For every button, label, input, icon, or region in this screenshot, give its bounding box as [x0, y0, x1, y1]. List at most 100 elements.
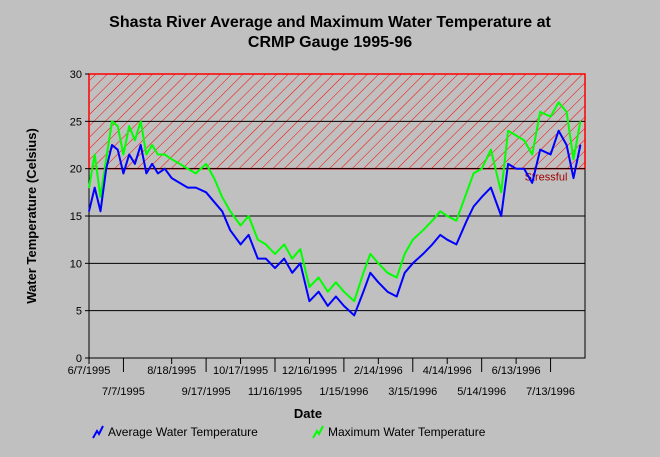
series-average-point [94, 187, 96, 189]
series-maximum-point [422, 229, 424, 231]
series-average-point [179, 182, 181, 184]
x-axis-title: Date [294, 406, 322, 421]
series-average-point [490, 187, 492, 189]
series-maximum-point [257, 239, 259, 241]
series-average-point [99, 210, 102, 212]
series-maximum-point [221, 196, 223, 198]
series-maximum-point [308, 286, 311, 288]
x-tick-label: 12/16/1995 [282, 365, 337, 377]
series-maximum-point [164, 153, 166, 156]
series-maximum-point [439, 210, 441, 212]
series-maximum-point [122, 153, 125, 156]
series-maximum-point [531, 153, 533, 156]
x-tick-label: 7/13/1996 [526, 386, 575, 398]
series-maximum-point [481, 168, 483, 170]
series-maximum-point [523, 139, 525, 141]
x-tick-label: 3/15/1996 [388, 386, 437, 398]
series-maximum-point [466, 191, 468, 193]
x-tick-label: 2/14/1996 [354, 365, 403, 377]
series-maximum-point [134, 139, 136, 141]
series-maximum-point [377, 262, 379, 264]
y-tick-label: 5 [76, 306, 82, 318]
series-average-point [531, 182, 533, 184]
series-maximum-point [500, 191, 502, 193]
series-average-point [265, 258, 267, 260]
series-average-point [229, 229, 231, 231]
y-tick-label: 25 [70, 116, 82, 128]
series-average-point [117, 149, 119, 151]
x-tick-label: 5/14/1996 [457, 386, 506, 398]
series-average-point [164, 168, 166, 170]
series-maximum-point [274, 253, 276, 255]
series-maximum-point [283, 243, 285, 245]
series-maximum-point [549, 116, 552, 118]
series-average-point [377, 281, 379, 283]
x-tick-label: 10/17/1995 [213, 365, 268, 377]
series-average-point [257, 258, 259, 260]
series-average-point [353, 314, 355, 316]
series-average-point [122, 172, 125, 174]
x-tick-label: 11/16/1995 [248, 386, 302, 398]
series-average-point [335, 295, 337, 298]
series-average-point [343, 305, 345, 307]
series-average-point [105, 168, 107, 170]
series-maximum-point [369, 253, 371, 255]
series-average-point [439, 234, 441, 236]
series-maximum-point [117, 125, 119, 127]
x-tick-label: 1/15/1996 [319, 386, 368, 398]
series-average-point [187, 187, 189, 189]
legend-item-average: Average Water Temperature [92, 425, 258, 439]
series-average-point [134, 163, 136, 165]
series-average-point [291, 272, 293, 274]
series-average-point [157, 172, 159, 174]
y-tick-label: 20 [70, 164, 82, 176]
series-average-point [128, 153, 130, 156]
series-average-point [515, 168, 517, 170]
series-maximum-point [247, 215, 250, 217]
series-maximum-point [99, 196, 102, 198]
series-maximum-point [343, 291, 345, 293]
series-maximum-point [515, 134, 517, 137]
series-maximum-point [566, 111, 568, 113]
series-maximum-point [88, 187, 90, 189]
series-average-point [213, 201, 215, 203]
series-maximum-point [412, 239, 414, 241]
series-maximum-point [128, 125, 130, 127]
y-tick-label: 15 [70, 211, 82, 223]
series-maximum-point [151, 144, 153, 146]
series-maximum-point [205, 163, 207, 165]
series-maximum-point [318, 276, 320, 279]
series-maximum-point [557, 101, 560, 103]
series-average-point [362, 291, 365, 293]
series-average-point [369, 272, 371, 274]
stressful-zone-label: Stressful [525, 172, 568, 184]
series-average-point [446, 239, 448, 241]
series-maximum-point [157, 153, 159, 156]
series-maximum-point [335, 281, 337, 283]
series-maximum-point [140, 120, 142, 122]
series-average-point [88, 210, 90, 212]
legend-swatch-maximum [312, 425, 324, 439]
series-maximum-point [187, 168, 189, 170]
y-tick-label: 10 [70, 258, 82, 270]
series-average-point [539, 149, 541, 151]
series-maximum-point [291, 258, 293, 260]
series-maximum-point [396, 276, 398, 279]
series-average-point [151, 163, 153, 165]
series-average-point [481, 196, 483, 198]
series-maximum-point [404, 253, 406, 255]
x-tick-label: 4/14/1996 [423, 365, 472, 377]
series-average-point [283, 258, 285, 260]
series-average-point [500, 215, 502, 217]
legend-item-maximum: Maximum Water Temperature [312, 425, 485, 439]
series-average-point [299, 262, 301, 264]
series-maximum-point [455, 220, 458, 222]
series-maximum-point [362, 272, 365, 274]
series-average-point [308, 300, 311, 302]
series-average-point [566, 144, 568, 146]
series-average-point [318, 291, 320, 293]
series-maximum-point [229, 210, 231, 212]
series-average-point [572, 177, 575, 179]
series-maximum-point [299, 248, 301, 250]
